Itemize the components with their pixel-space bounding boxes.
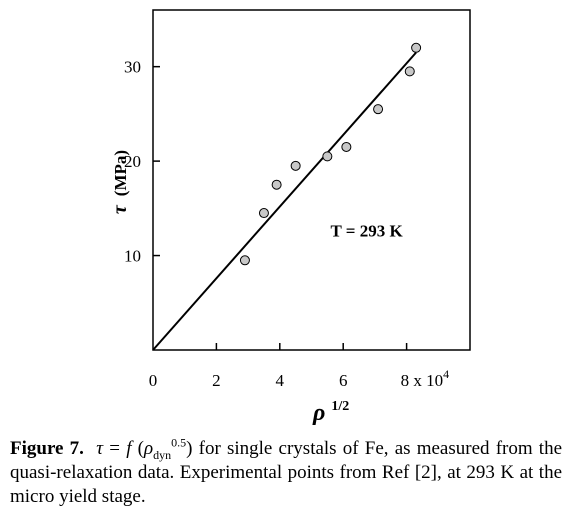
data-point: [258, 208, 269, 219]
axis-ticks: 0 2 4 6 8 x 104 10 20 30: [124, 58, 449, 390]
y-tick-label: 30: [124, 58, 141, 77]
caption-rho-sup: 0.5: [171, 435, 187, 450]
fit-line-group: [152, 51, 417, 351]
annotation-temperature: T = 293 K: [331, 222, 404, 241]
x-tick-label: 2: [212, 371, 221, 390]
x-axis-label: ρ 1/2: [312, 399, 349, 426]
y-tick-label: 20: [124, 152, 141, 171]
data-point: [411, 42, 422, 53]
x-tick-exponent: 4: [443, 367, 449, 381]
y-axis-symbol: τ: [109, 204, 131, 214]
data-point: [271, 179, 282, 190]
caption-figure-label: Figure 7.: [10, 438, 84, 459]
x-tick-label: 6: [339, 371, 348, 390]
x-tick-label: 4: [276, 371, 285, 390]
data-point: [404, 66, 415, 77]
data-point: [373, 104, 384, 115]
scatter-plot: 0 2 4 6 8 x 104 10 20 30 T = 293 K τ (MPa) ρ 1/…: [109, 9, 471, 426]
x-axis-symbol: ρ: [312, 400, 325, 426]
caption-equals: =: [103, 438, 127, 459]
caption-rho-sub: dyn: [153, 447, 172, 462]
plot-frame: [152, 9, 471, 351]
caption-f: f: [126, 438, 132, 459]
data-point: [322, 151, 333, 162]
x-axis-exponent: 1/2: [331, 399, 349, 414]
x-tick-label: 0: [149, 371, 158, 390]
caption-open: (: [131, 438, 144, 459]
caption-tau: τ: [96, 438, 104, 459]
figure-caption: Figure 7. τ = f (ρdyn0.5) for single cry…: [10, 437, 562, 509]
data-point: [341, 141, 352, 152]
y-axis-label: τ (MPa): [109, 150, 131, 214]
caption-rest: ) for single crystals of Fe, as measured…: [10, 438, 563, 507]
y-axis-unit: (MPa): [111, 150, 130, 196]
fit-line: [152, 51, 417, 351]
caption-rho: ρ: [144, 438, 154, 459]
y-tick-label: 10: [124, 247, 141, 266]
data-point: [239, 255, 250, 266]
data-points: [239, 42, 422, 266]
x-tick-label: 8 x 104: [401, 367, 450, 390]
data-point: [290, 160, 301, 171]
